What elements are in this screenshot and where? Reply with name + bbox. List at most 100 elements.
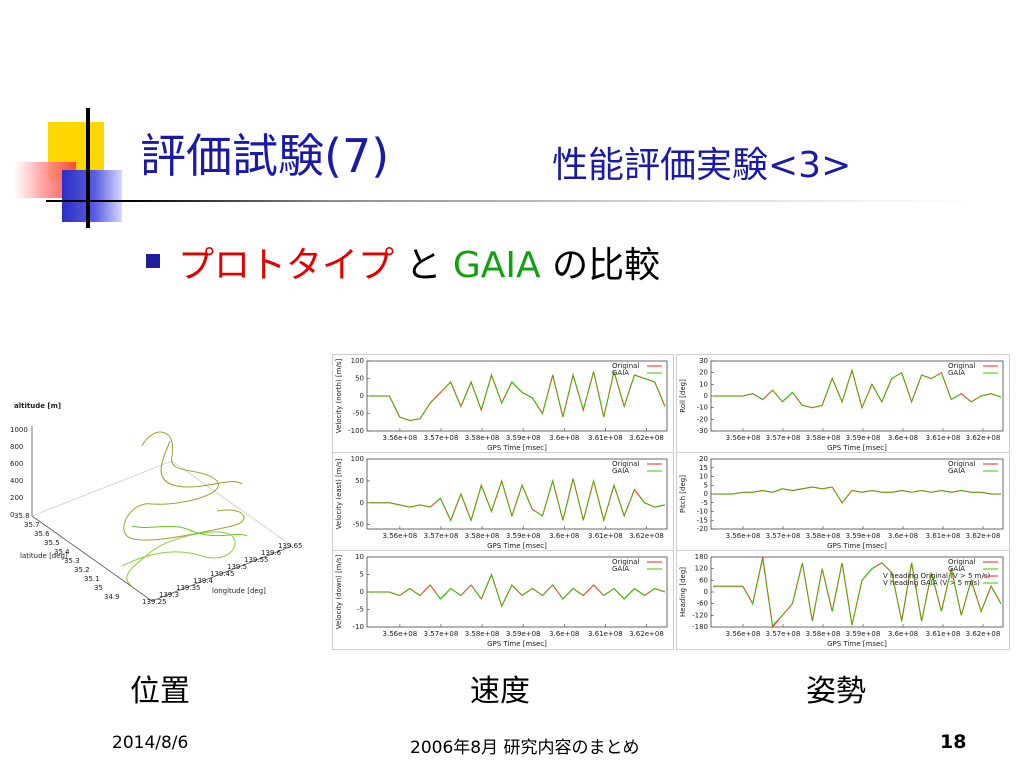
velocity-down-legend-1: GAIA [612, 565, 629, 573]
position-lon-tick-5: 139.5 [227, 563, 247, 571]
velocity-north-xlabel: GPS Time [msec] [487, 444, 547, 452]
pitch-xtick-6: 3.62e+08 [966, 532, 1001, 540]
velocity-north-ytick-2: 0 [360, 392, 364, 400]
velocity-east-ytick-1: 50 [355, 477, 364, 485]
position-trajectory [121, 431, 248, 587]
position-lat-tick-4: 35.4 [54, 548, 70, 556]
bullet-square-icon [146, 254, 160, 268]
heading-ytick-3: 0 [704, 588, 708, 596]
velocity-down-ytick-2: 0 [360, 588, 364, 596]
position-lat-tick-6: 35.2 [74, 566, 90, 574]
position-zlabel: altitude [m] [14, 402, 61, 410]
roll-ytick-2: 10 [699, 380, 708, 388]
velocity-north-xtick-2: 3.58e+08 [465, 434, 500, 442]
heading-ytick-1: 120 [695, 565, 708, 573]
velocity-east-xtick-1: 3.57e+08 [424, 532, 459, 540]
position-track-peak [160, 440, 243, 488]
position-lat-tick-7: 35.1 [84, 575, 100, 583]
velocity-east-ytick-3: -50 [353, 521, 364, 529]
velocity-north-ytick-1: 50 [355, 375, 364, 383]
roll-xtick-4: 3.6e+08 [888, 434, 918, 442]
heading-xtick-6: 3.62e+08 [966, 630, 1001, 638]
position-z-tick-3: 400 [10, 477, 23, 485]
position-lon-tick-3: 139.4 [193, 577, 214, 585]
position-back-axis [31, 460, 173, 517]
pitch-xtick-0: 3.56e+08 [726, 532, 761, 540]
heading-plot-area [710, 556, 1004, 628]
roll-legend-1: GAIA [948, 369, 965, 377]
velocity-east-ylabel: Velocity (east) [m/s] [335, 458, 343, 529]
heading-ytick-5: -120 [692, 611, 708, 619]
pitch-ytick-5: -5 [701, 499, 708, 507]
roll-ytick-6: -30 [697, 427, 708, 435]
velocity-down-ytick-4: -10 [353, 623, 364, 631]
heading-xtick-2: 3.58e+08 [806, 630, 841, 638]
velocity-north-ytick-0: 100 [351, 357, 364, 365]
position-lat-tick-9: 34.9 [104, 593, 120, 601]
velocity-down-xtick-3: 3.59e+08 [506, 630, 541, 638]
pitch-ytick-4: 0 [704, 490, 708, 498]
pitch-xlabel: GPS Time [msec] [827, 542, 887, 550]
position-lon-tick-8: 139.65 [278, 542, 303, 550]
velocity-east-xtick-6: 3.62e+08 [629, 532, 664, 540]
position-lat-tick-0: 35.8 [14, 512, 30, 520]
heading-ylabel: Heading [deg] [679, 567, 687, 617]
position-3d-axes [31, 426, 293, 602]
velocity-down-panel: 10 5 0 -5 -10 3.56e+08 3.57e+08 3.58e+08 3.59e+0… [332, 550, 674, 650]
velocity-down-ytick-0: 10 [355, 553, 364, 561]
heading-xtick-3: 3.59e+08 [846, 630, 881, 638]
velocity-down-series-gaia [369, 572, 666, 608]
position-lon-tick-4: 139.45 [210, 570, 235, 578]
position-lon-ticks: 139.25139.3139.35139.4139.45139.5139.551… [142, 542, 303, 606]
pitch-xtick-4: 3.6e+08 [888, 532, 918, 540]
velocity-east-xtick-5: 3.61e+08 [588, 532, 623, 540]
heading-legend-1: GAIA [948, 565, 965, 573]
roll-xlabel: GPS Time [msec] [827, 444, 887, 452]
bullet-comparison: の比較 [540, 245, 661, 286]
pitch-ytick-3: 5 [704, 481, 708, 489]
position-lat-tick-1: 35.7 [24, 521, 40, 529]
velocity-north-legend-1: GAIA [612, 369, 629, 377]
velocity-east-xlabel: GPS Time [msec] [487, 542, 547, 550]
pitch-plot-area [710, 458, 1004, 530]
velocity-down-legend-0: Original [612, 558, 639, 566]
pitch-xtick-5: 3.61e+08 [926, 532, 961, 540]
pitch-ytick-0: 20 [699, 455, 708, 463]
roll-ylabel: Roll [deg] [679, 379, 687, 413]
heading-legend-3: V heading GAIA (V > 5 m/s) [883, 579, 980, 587]
heading-legend-0: Original [948, 558, 975, 566]
velocity-down-xtick-2: 3.58e+08 [465, 630, 500, 638]
roll-xtick-2: 3.58e+08 [806, 434, 841, 442]
footer-center: 2006年8月 研究内容のまとめ [410, 738, 640, 758]
velocity-east-series-gaia [369, 478, 666, 523]
velocity-down-xtick-6: 3.62e+08 [629, 630, 664, 638]
pitch-panel: 20 15 10 5 0 -5 -10 -15 -20 3.56e+08 3.57e+08 3.58e… [676, 452, 1010, 552]
footer-date: 2014/8/6 [112, 733, 189, 753]
velocity-north-series-gaia [369, 371, 666, 422]
roll-legend-0: Original [948, 362, 975, 370]
pitch-ytick-2: 10 [699, 473, 708, 481]
heading-xtick-4: 3.6e+08 [888, 630, 918, 638]
position-lat-tick-2: 35.6 [34, 530, 50, 538]
position-z-tick-4: 200 [10, 494, 23, 502]
velocity-east-chart: 100 50 0 -50 3.56e+08 3.57e+08 3.58e+08 3.59e+0… [335, 455, 668, 550]
velocity-north-panel: 100 50 0 -50 -100 3.56e+08 3.57e+08 3.58e+08 3.5… [332, 354, 674, 454]
bullet-and: と [394, 245, 453, 286]
velocity-down-ytick-3: -5 [357, 606, 364, 614]
position-track-mid [131, 525, 248, 537]
velocity-north-xtick-5: 3.61e+08 [588, 434, 623, 442]
position-xlabel: longitude [deg] [212, 587, 266, 595]
pitch-legend-0: Original [948, 460, 975, 468]
velocity-east-xtick-3: 3.59e+08 [506, 532, 541, 540]
position-track-altitude [123, 431, 245, 541]
position-lat-tick-8: 35 [94, 584, 103, 592]
velocity-north-xtick-6: 3.62e+08 [629, 434, 664, 442]
velocity-north-ylabel: Velocity (north) [m/s] [335, 359, 343, 434]
velocity-north-xtick-1: 3.57e+08 [424, 434, 459, 442]
title-underline [46, 200, 976, 202]
roll-ytick-3: 0 [704, 392, 708, 400]
heading-ytick-0: 180 [695, 553, 708, 561]
pitch-ylabel: Pitch [deg] [679, 475, 687, 513]
